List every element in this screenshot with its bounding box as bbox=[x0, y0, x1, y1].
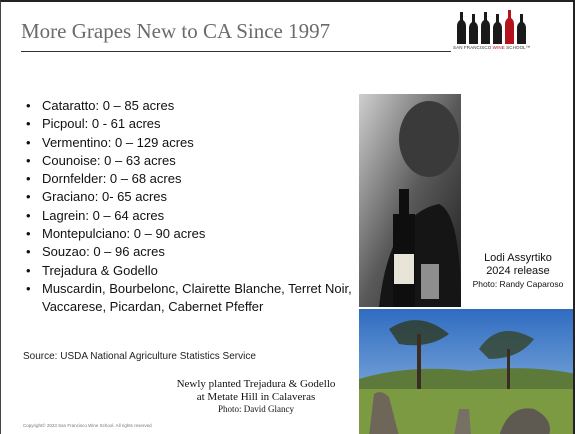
bullet-item: Trejadura & Godello bbox=[23, 262, 358, 281]
photo-caption: at Metate Hill in Calaveras bbox=[196, 391, 316, 403]
photo-wine-bottle bbox=[359, 94, 461, 307]
bullet-list: Cataratto: 0 – 85 acresPicpoul: 0 - 61 a… bbox=[23, 97, 358, 317]
photo-credit: Photo: Randy Caparoso bbox=[472, 279, 564, 289]
photo-caption: 2024 release bbox=[486, 265, 550, 277]
copyright: Copyright© 2023 San Francisco Wine Schoo… bbox=[23, 423, 152, 428]
bullet-item: Montepulciano: 0 – 90 acres bbox=[23, 225, 358, 244]
bullet-item: Muscardin, Bourbelonc, Clairette Blanche… bbox=[23, 280, 358, 317]
bullet-item: Picpoul: 0 - 61 acres bbox=[23, 115, 358, 134]
slide-title: More Grapes New to CA Since 1997 bbox=[21, 19, 331, 43]
photo-caption: Newly planted Trejadura & Godello bbox=[176, 378, 336, 390]
photo-caption: Lodi Assyrtiko bbox=[484, 252, 552, 264]
photo-vineyard bbox=[359, 309, 573, 434]
logo-text-part: SCHOOL™ bbox=[504, 45, 531, 50]
title-rule bbox=[21, 51, 451, 52]
source-note: Source: USDA National Agriculture Statis… bbox=[23, 351, 256, 362]
logo-text-part: SAN FRANCISCO bbox=[453, 45, 493, 50]
bullet-item: Cataratto: 0 – 85 acres bbox=[23, 97, 358, 116]
bullet-item: Dornfelder: 0 – 68 acres bbox=[23, 170, 358, 189]
photo-credit: Photo: David Glancy bbox=[218, 404, 294, 414]
bullet-item: Souzao: 0 – 96 acres bbox=[23, 243, 358, 262]
logo-bottles bbox=[457, 10, 526, 44]
bullet-item: Lagrein: 0 – 64 acres bbox=[23, 207, 358, 226]
logo-text-part: WINE bbox=[492, 45, 505, 50]
bullet-item: Graciano: 0- 65 acres bbox=[23, 188, 358, 207]
bullet-item: Counoise: 0 – 63 acres bbox=[23, 152, 358, 171]
bullet-item: Vermentino: 0 – 129 acres bbox=[23, 134, 358, 153]
logo-text: SAN FRANCISCO WINE SCHOOL™ bbox=[453, 45, 530, 50]
